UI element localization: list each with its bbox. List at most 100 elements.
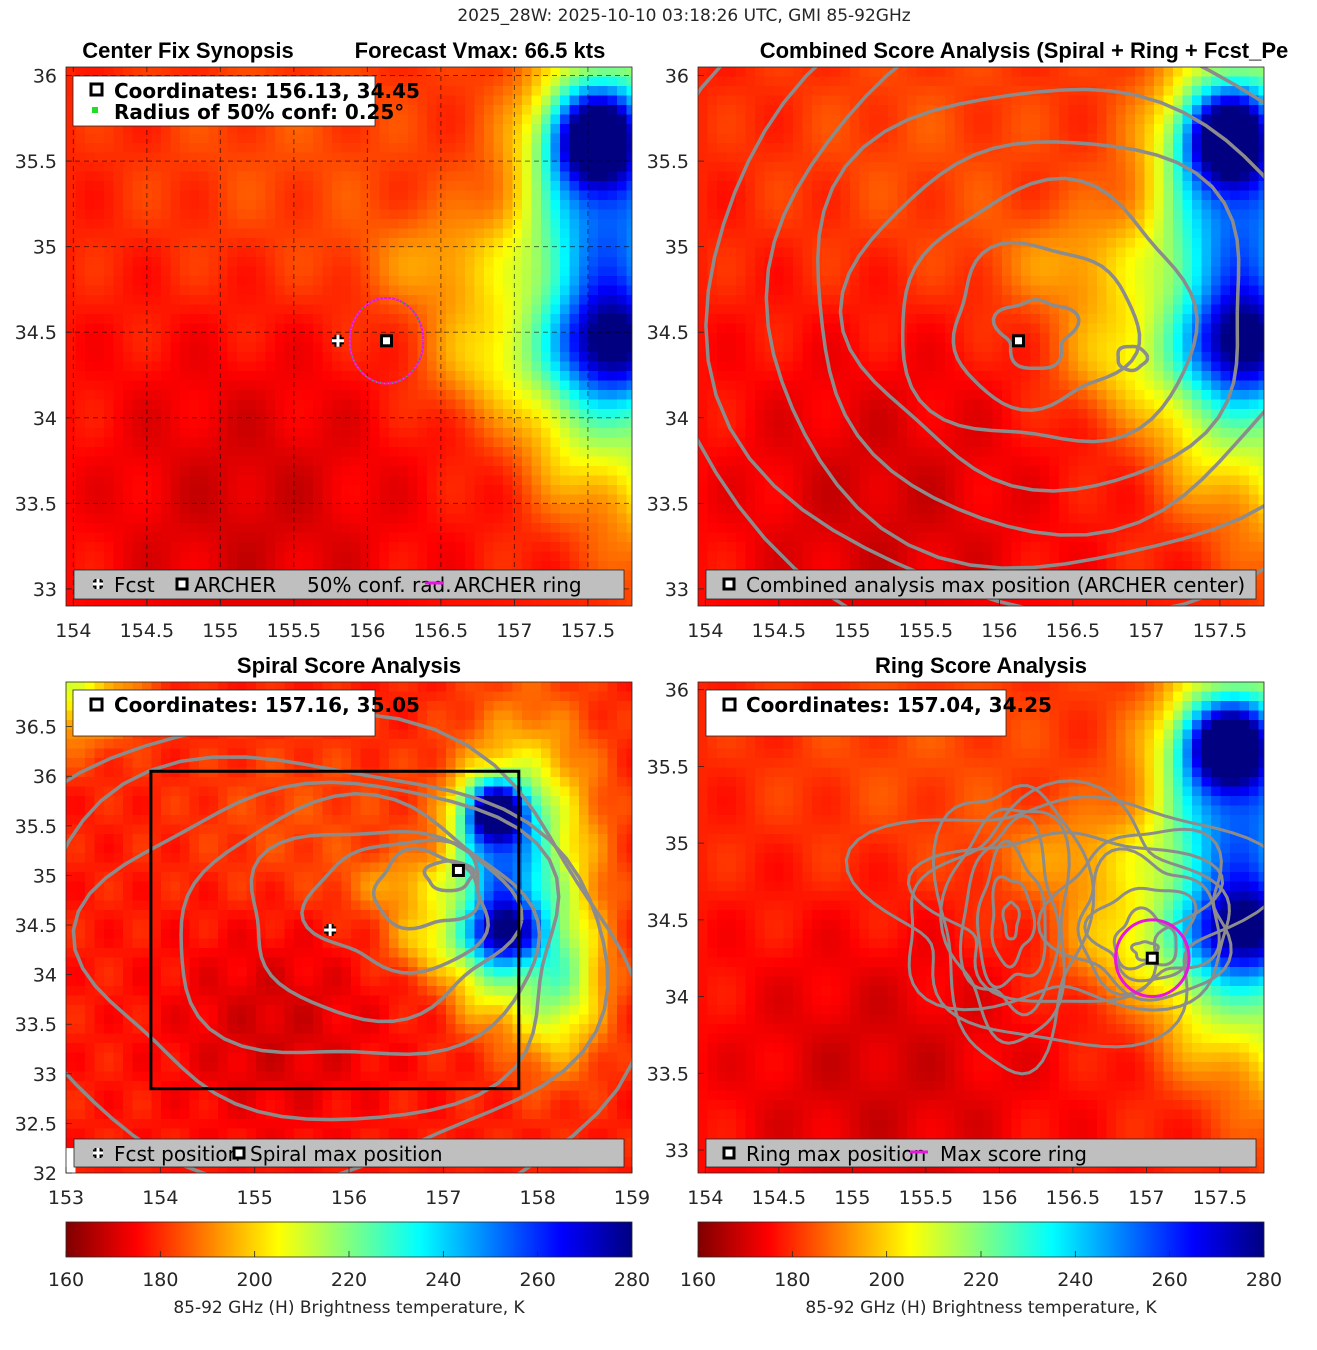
heat-cell bbox=[132, 390, 143, 401]
heat-cell bbox=[275, 352, 286, 363]
heat-cell bbox=[294, 200, 305, 211]
heat-cell bbox=[607, 171, 618, 182]
heat-cell bbox=[246, 447, 257, 458]
heat-cell bbox=[503, 124, 514, 135]
heat-cell bbox=[113, 437, 124, 448]
heat-cell bbox=[1116, 228, 1127, 239]
heat-cell bbox=[531, 304, 542, 315]
heat-cell bbox=[531, 314, 542, 325]
heat-cell bbox=[284, 361, 295, 372]
heat-cell bbox=[313, 266, 324, 277]
heat-cell bbox=[237, 551, 248, 562]
heat-cell bbox=[398, 266, 409, 277]
heat-cell bbox=[66, 447, 77, 458]
heat-cell bbox=[123, 447, 134, 458]
heat-cell bbox=[973, 238, 984, 249]
heat-cell bbox=[859, 228, 870, 239]
y-tick-label: 34 bbox=[33, 408, 57, 430]
archer-marker-icon bbox=[89, 82, 104, 97]
heat-cell bbox=[493, 105, 504, 116]
heat-cell bbox=[512, 513, 523, 524]
heat-cell bbox=[142, 475, 153, 486]
heat-cell bbox=[360, 152, 371, 163]
heat-cell bbox=[123, 228, 134, 239]
heat-cell bbox=[398, 428, 409, 439]
heat-cell bbox=[313, 152, 324, 163]
heat-cell bbox=[85, 447, 96, 458]
heat-cell bbox=[1182, 67, 1193, 78]
heat-cell bbox=[512, 447, 523, 458]
heat-cell bbox=[370, 485, 381, 496]
heat-cell bbox=[332, 323, 343, 334]
heat-cell bbox=[199, 133, 210, 144]
heat-cell bbox=[1125, 171, 1136, 182]
heat-cell bbox=[446, 181, 457, 192]
heat-cell bbox=[275, 475, 286, 486]
heat-cell bbox=[973, 114, 984, 125]
heat-cell bbox=[484, 152, 495, 163]
heat-cell bbox=[1068, 95, 1079, 106]
heat-cell bbox=[1192, 200, 1203, 211]
heat-cell bbox=[774, 200, 785, 211]
heat-cell bbox=[1192, 67, 1203, 78]
heat-cell bbox=[541, 361, 552, 372]
heat-cell bbox=[275, 504, 286, 515]
heat-cell bbox=[237, 247, 248, 258]
heat-cell bbox=[170, 247, 181, 258]
heat-cell bbox=[598, 466, 609, 477]
heat-cell bbox=[161, 475, 172, 486]
heat-cell bbox=[916, 67, 927, 78]
heat-cell bbox=[503, 190, 514, 201]
heat-cell bbox=[446, 361, 457, 372]
heat-cell bbox=[579, 399, 590, 410]
heat-cell bbox=[522, 247, 533, 258]
heat-cell bbox=[531, 209, 542, 220]
heat-cell bbox=[717, 285, 728, 296]
heat-cell bbox=[389, 523, 400, 534]
heat-cell bbox=[503, 504, 514, 515]
heat-cell bbox=[189, 314, 200, 325]
heat-cell bbox=[256, 494, 267, 505]
heat-cell bbox=[113, 228, 124, 239]
heat-cell bbox=[503, 133, 514, 144]
heat-cell bbox=[389, 124, 400, 135]
heat-cell bbox=[484, 428, 495, 439]
heat-cell bbox=[151, 124, 162, 135]
heat-cell bbox=[123, 352, 134, 363]
heat-cell bbox=[983, 238, 994, 249]
heat-cell bbox=[436, 342, 447, 353]
heat-cell bbox=[926, 152, 937, 163]
heat-cell bbox=[1135, 200, 1146, 211]
heat-cell bbox=[503, 86, 514, 97]
heat-cell bbox=[417, 361, 428, 372]
heat-cell bbox=[1125, 76, 1136, 87]
heat-cell bbox=[607, 513, 618, 524]
heat-cell bbox=[351, 551, 362, 562]
heat-cell bbox=[1078, 76, 1089, 87]
heat-cell bbox=[417, 133, 428, 144]
heat-cell bbox=[275, 428, 286, 439]
heat-cell bbox=[161, 342, 172, 353]
heat-cell bbox=[265, 504, 276, 515]
heat-cell bbox=[897, 143, 908, 154]
heat-cell bbox=[474, 181, 485, 192]
heat-cell bbox=[417, 266, 428, 277]
heat-cell bbox=[560, 86, 571, 97]
heat-cell bbox=[265, 475, 276, 486]
heat-cell bbox=[341, 428, 352, 439]
heat-cell bbox=[1239, 171, 1250, 182]
heat-cell bbox=[1106, 152, 1117, 163]
heat-cell bbox=[446, 485, 457, 496]
heat-cell bbox=[512, 390, 523, 401]
heat-cell bbox=[1116, 95, 1127, 106]
heat-cell bbox=[66, 561, 77, 572]
heat-cell bbox=[85, 200, 96, 211]
heat-cell bbox=[1011, 276, 1022, 287]
heat-cell bbox=[389, 323, 400, 334]
heat-cell bbox=[322, 390, 333, 401]
heat-cell bbox=[1135, 95, 1146, 106]
heat-cell bbox=[916, 124, 927, 135]
heat-cell bbox=[617, 494, 628, 505]
heat-cell bbox=[360, 200, 371, 211]
heat-cell bbox=[569, 219, 580, 230]
